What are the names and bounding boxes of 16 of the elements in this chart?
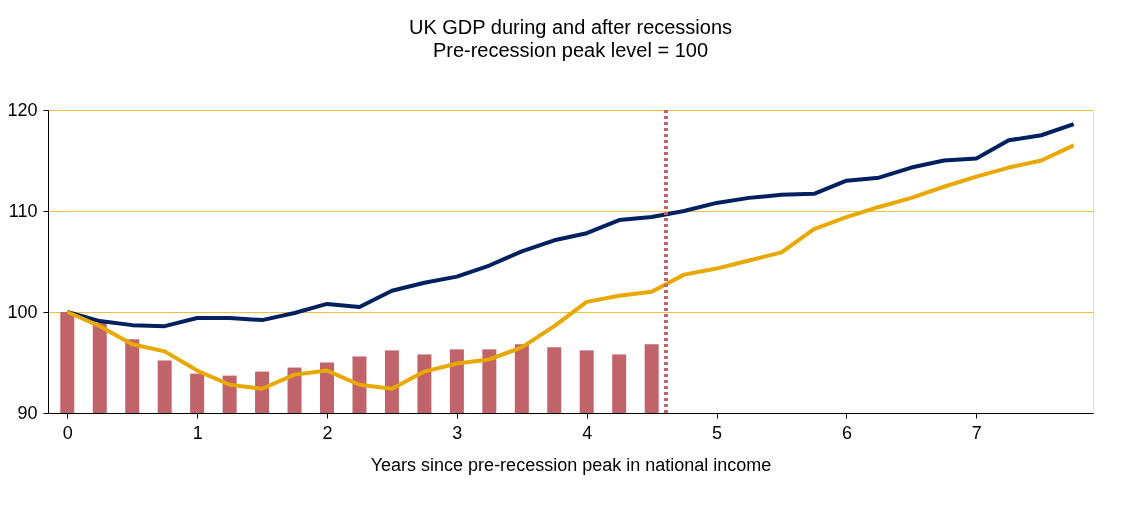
chart-title: UK GDP during and after recessions	[408, 16, 733, 38]
x-tick-label: 0	[62, 422, 73, 443]
x-tick-label: 3	[452, 422, 463, 443]
x-tick-label: 2	[322, 422, 333, 443]
chart-subtitle: Pre-recession peak level = 100	[432, 39, 709, 61]
line-series	[65, 143, 1076, 391]
x-axis-title: Years since pre-recession peak in national income	[370, 454, 772, 475]
x-tick-label: 7	[971, 422, 982, 443]
y-tick-label: 90	[17, 402, 38, 423]
x-tick-label: 5	[712, 422, 723, 443]
x-tick-label: 4	[582, 422, 593, 443]
y-tick-label: 120	[7, 99, 38, 120]
x-tick-label: 1	[192, 422, 203, 443]
x-tick-label: 6	[841, 422, 852, 443]
y-tick-label: 100	[7, 301, 38, 322]
y-tick-label: 110	[8, 200, 38, 221]
